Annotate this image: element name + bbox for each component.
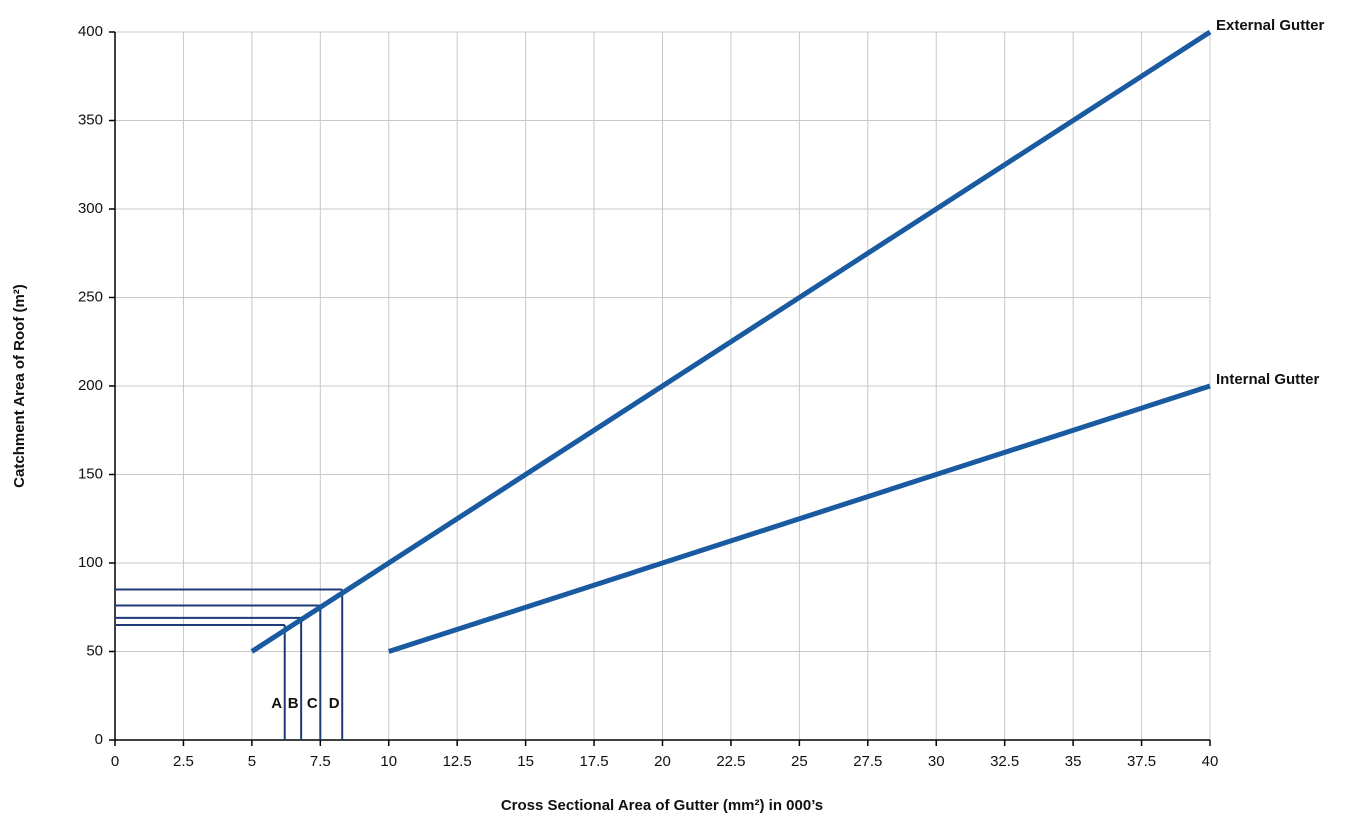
guide-label: D <box>329 695 340 712</box>
y-tick-label: 250 <box>78 288 103 305</box>
series-label: External Gutter <box>1216 17 1325 34</box>
x-tick-label: 10 <box>380 753 397 770</box>
series-line <box>387 383 1211 654</box>
x-tick-label: 7.5 <box>310 753 331 770</box>
y-axis-label: Catchment Area of Roof (m²) <box>11 284 28 488</box>
y-tick-label: 0 <box>95 731 103 748</box>
y-tick-label: 150 <box>78 465 103 482</box>
y-tick-label: 200 <box>78 377 103 394</box>
x-tick-label: 27.5 <box>853 753 882 770</box>
x-tick-label: 20 <box>654 753 671 770</box>
series-line <box>250 29 1212 654</box>
y-tick-label: 300 <box>78 200 103 217</box>
x-tick-label: 5 <box>248 753 256 770</box>
x-tick-label: 12.5 <box>443 753 472 770</box>
y-tick-label: 100 <box>78 554 103 571</box>
x-tick-label: 35 <box>1065 753 1082 770</box>
x-tick-label: 15 <box>517 753 534 770</box>
x-tick-label: 22.5 <box>716 753 745 770</box>
y-tick-label: 350 <box>78 111 103 128</box>
guide-label: B <box>288 695 299 712</box>
x-axis-label: Cross Sectional Area of Gutter (mm²) in … <box>501 797 823 814</box>
x-tick-label: 17.5 <box>579 753 608 770</box>
guide-label: A <box>271 695 282 712</box>
series-label: Internal Gutter <box>1216 371 1320 388</box>
y-tick-label: 50 <box>86 642 103 659</box>
x-tick-label: 40 <box>1202 753 1219 770</box>
x-tick-label: 25 <box>791 753 808 770</box>
x-tick-label: 30 <box>928 753 945 770</box>
x-tick-label: 32.5 <box>990 753 1019 770</box>
x-tick-label: 37.5 <box>1127 753 1156 770</box>
y-tick-label: 400 <box>78 23 103 40</box>
guide-label: C <box>307 695 318 712</box>
x-tick-label: 0 <box>111 753 119 770</box>
x-tick-label: 2.5 <box>173 753 194 770</box>
